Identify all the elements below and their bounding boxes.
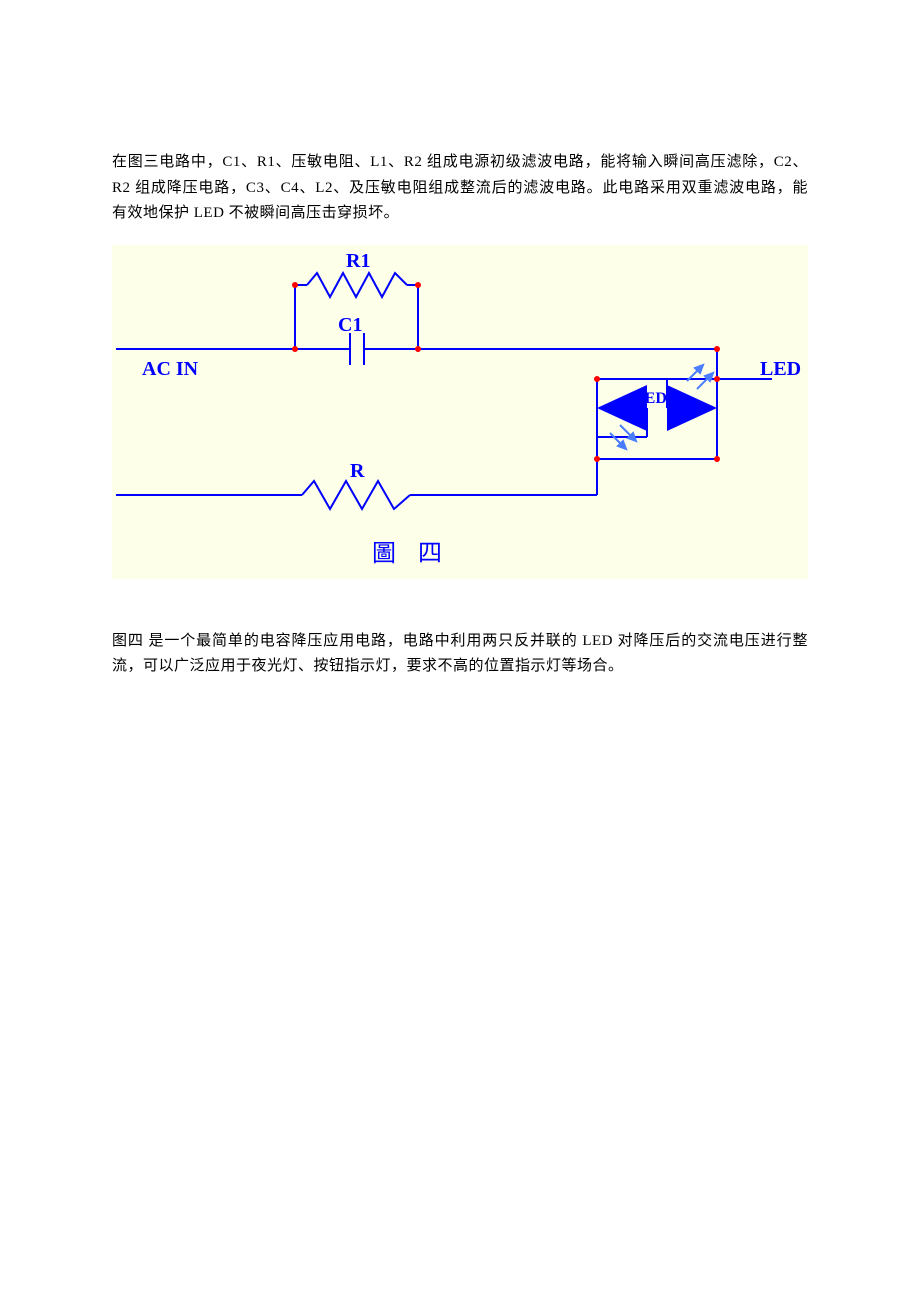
paragraph-1: 在图三电路中，C1、R1、压敏电阻、L1、R2 组成电源初级滤波电路，能将输入瞬… (112, 150, 808, 227)
capacitor-c1 (295, 333, 418, 365)
resistor-r1 (307, 273, 407, 297)
label-r: R (350, 460, 365, 482)
circuit-svg: AC IN R1 C1 R LED LED 圖 四 (112, 245, 808, 579)
label-c1: C1 (338, 314, 362, 336)
circuit-figure-4: AC IN R1 C1 R LED LED 圖 四 (112, 245, 808, 579)
label-led2: LED (760, 358, 801, 380)
label-r1: R1 (346, 250, 370, 272)
document-page: 在图三电路中，C1、R1、压敏电阻、L1、R2 组成电源初级滤波电路，能将输入瞬… (0, 0, 920, 758)
label-led1: LED (634, 390, 667, 407)
label-ac-in: AC IN (142, 358, 199, 380)
resistor-r (302, 481, 410, 509)
paragraph-2: 图四 是一个最简单的电容降压应用电路，电路中利用两只反并联的 LED 对降压后的… (112, 629, 808, 680)
figure-caption: 圖 四 (372, 541, 450, 567)
led-right (667, 365, 717, 437)
